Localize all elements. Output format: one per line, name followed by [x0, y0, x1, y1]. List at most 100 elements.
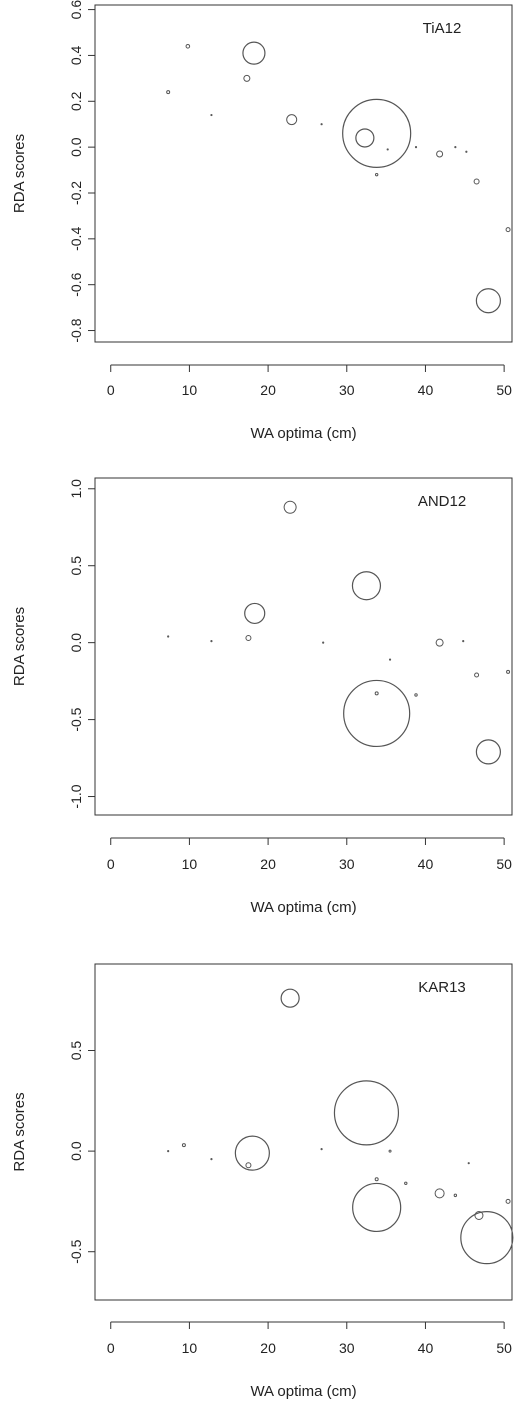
- panel-label: AND12: [418, 493, 466, 510]
- data-point: [414, 693, 418, 697]
- data-point: [242, 41, 266, 65]
- data-point: [320, 1148, 323, 1151]
- x-tick-label: 20: [260, 856, 276, 872]
- data-point: [343, 679, 411, 748]
- y-tick-label: -0.8: [68, 318, 84, 342]
- data-point: [234, 1135, 270, 1171]
- data-point: [475, 288, 501, 314]
- data-point: [243, 74, 251, 82]
- data-point: [435, 638, 444, 647]
- data-point: [462, 640, 465, 643]
- data-point: [454, 146, 457, 149]
- x-tick-label: 40: [418, 382, 434, 398]
- panel-label: TiA12: [423, 20, 462, 37]
- y-tick-label: 0.0: [68, 137, 84, 157]
- y-tick-label: -1.0: [68, 784, 84, 808]
- data-point: [374, 1177, 379, 1182]
- chart-panel-1: -0.8 -0.6 -0.4 -0.2 0.0 0.2 0.4 0.6 RDA scores 0 1…: [11, 0, 513, 442]
- data-point: [355, 128, 375, 148]
- data-point: [166, 90, 171, 95]
- plot-frame: [94, 4, 513, 343]
- x-tick-label: 0: [107, 1340, 115, 1356]
- y-axis-label: RDA scores: [11, 1092, 28, 1171]
- data-point: [465, 150, 468, 153]
- data-point: [244, 602, 266, 625]
- data-point: [386, 148, 389, 151]
- data-point: [352, 1182, 402, 1233]
- y-tick-label: 1.0: [68, 479, 84, 499]
- data-point: [474, 1210, 484, 1220]
- y-tick-label: -0.6: [68, 272, 84, 296]
- chart-panel-2: -1.0 -0.5 0.0 0.5 1.0 RDA scores 0 10 20 30 40 50 WA…: [11, 477, 513, 916]
- x-tick-label: 10: [182, 382, 198, 398]
- data-point: [475, 739, 501, 765]
- x-tick-label: 30: [339, 382, 355, 398]
- data-point: [167, 1150, 170, 1153]
- data-point: [322, 641, 325, 644]
- data-point: [388, 658, 392, 661]
- data-point: [374, 172, 379, 177]
- y-tick-label: 0.2: [68, 91, 84, 111]
- x-tick-label: 40: [418, 856, 434, 872]
- y-axis-label: RDA scores: [11, 134, 28, 213]
- x-tick-label: 0: [107, 856, 115, 872]
- data-point: [414, 146, 418, 149]
- y-tick-label: 0.0: [68, 633, 84, 653]
- data-point: [436, 150, 444, 158]
- y-tick-label: -0.2: [68, 181, 84, 205]
- data-point: [185, 43, 191, 49]
- x-axis-label: WA optima (cm): [250, 425, 356, 442]
- plot-frame: [94, 477, 513, 816]
- y-tick-label: -0.4: [68, 227, 84, 251]
- data-point: [404, 1181, 408, 1186]
- data-point: [210, 640, 213, 643]
- x-tick-label: 0: [107, 382, 115, 398]
- y-tick-label: -0.5: [68, 707, 84, 731]
- x-tick-label: 50: [496, 856, 512, 872]
- data-point: [505, 227, 511, 233]
- data-point: [280, 988, 300, 1008]
- data-point: [210, 113, 213, 117]
- x-tick-label: 30: [339, 856, 355, 872]
- data-point: [245, 635, 252, 642]
- x-tick-label: 40: [418, 1340, 434, 1356]
- data-point: [245, 1162, 252, 1169]
- data-point: [388, 1149, 392, 1153]
- y-tick-label: 0.4: [68, 45, 84, 65]
- y-tick-label: 0.0: [68, 1141, 84, 1161]
- data-point: [506, 669, 511, 674]
- plot-frame: [94, 963, 513, 1301]
- y-tick-label: 0.5: [68, 1041, 84, 1061]
- data-point: [320, 123, 323, 126]
- data-point: [374, 691, 379, 696]
- y-tick-label: 0.6: [68, 0, 84, 19]
- data-point: [167, 635, 170, 638]
- y-tick-label: -0.5: [68, 1239, 84, 1263]
- data-point: [467, 1162, 470, 1165]
- x-tick-label: 50: [496, 1340, 512, 1356]
- data-point: [460, 1211, 514, 1265]
- data-point: [210, 1158, 213, 1161]
- x-tick-label: 20: [260, 1340, 276, 1356]
- x-tick-label: 20: [260, 382, 276, 398]
- data-point: [505, 1198, 511, 1204]
- panel-label: KAR13: [418, 979, 466, 996]
- data-point: [351, 571, 382, 601]
- data-point: [333, 1080, 400, 1146]
- data-point: [474, 672, 480, 678]
- x-axis-label: WA optima (cm): [250, 899, 356, 916]
- y-axis-label: RDA scores: [11, 607, 28, 686]
- data-point: [181, 1143, 186, 1148]
- data-point: [473, 178, 480, 185]
- data-point: [286, 114, 298, 126]
- x-axis-label: WA optima (cm): [250, 1383, 356, 1400]
- x-tick-label: 50: [496, 382, 512, 398]
- chart-panel-3: -0.5 0.0 0.5 RDA scores 0 10 20 30 40 50 WA optima…: [11, 963, 514, 1400]
- x-tick-label: 10: [182, 1340, 198, 1356]
- x-tick-label: 10: [182, 856, 198, 872]
- data-point: [453, 1193, 458, 1198]
- data-point: [342, 98, 412, 168]
- y-tick-label: 0.5: [68, 556, 84, 576]
- data-point: [434, 1188, 445, 1199]
